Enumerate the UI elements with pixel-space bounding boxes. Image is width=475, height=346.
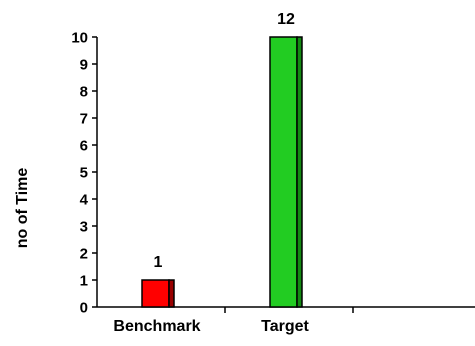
y-tick-label: 0 xyxy=(80,300,88,317)
bar-face xyxy=(141,279,170,308)
y-tick-label: 4 xyxy=(80,192,89,209)
x-axis: Benchmark Target xyxy=(97,306,475,335)
bar-side xyxy=(168,279,175,308)
data-label: 1 xyxy=(154,254,163,271)
bar-target xyxy=(269,36,303,308)
y-tick-label: 7 xyxy=(80,111,88,128)
x-tick-label: Benchmark xyxy=(113,318,200,335)
y-axis-title: no of Time xyxy=(14,168,31,249)
y-tick-label: 2 xyxy=(80,246,88,263)
bar-benchmark xyxy=(141,279,175,308)
y-tick-label: 8 xyxy=(80,84,88,101)
bar-face xyxy=(269,36,298,308)
y-tick-label: 3 xyxy=(80,219,88,236)
y-tick-label: 5 xyxy=(80,165,88,182)
y-tick-label: 1 xyxy=(80,273,88,290)
data-labels: 1 12 xyxy=(154,11,295,271)
y-tick-label: 9 xyxy=(80,57,88,74)
x-tick-label: Target xyxy=(261,318,309,335)
bar-side xyxy=(296,36,303,308)
data-label: 12 xyxy=(277,11,295,28)
y-tick-label: 10 xyxy=(71,30,88,47)
y-tick-label: 6 xyxy=(80,138,88,155)
y-axis: 0 1 2 3 4 5 6 7 8 9 10 xyxy=(71,30,98,317)
bars xyxy=(141,36,303,308)
